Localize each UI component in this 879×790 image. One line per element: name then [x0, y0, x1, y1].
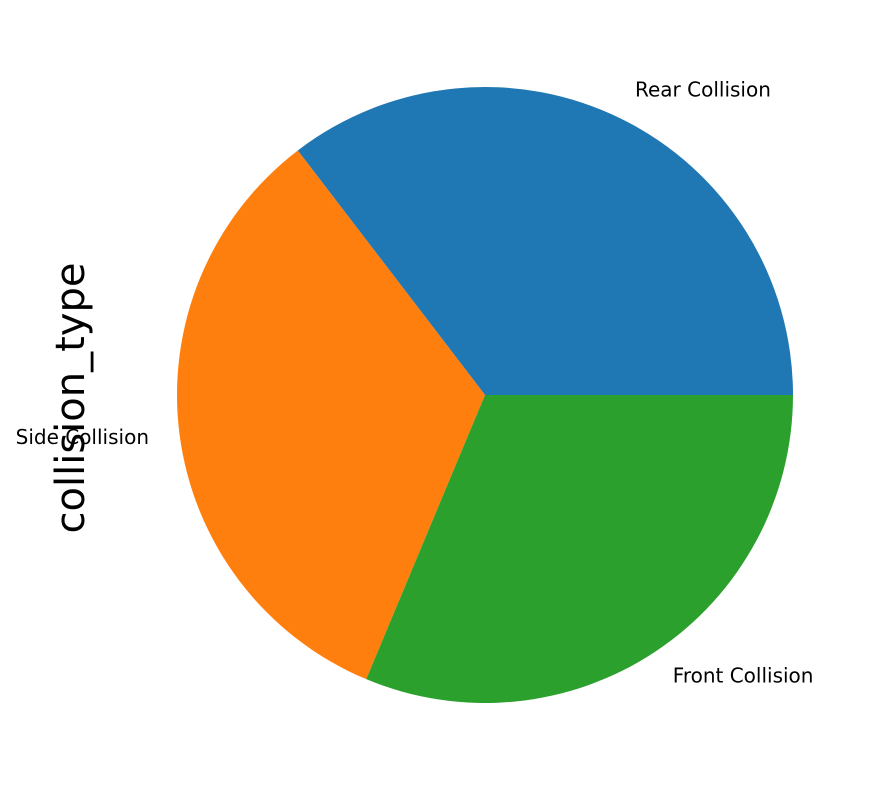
pie-slices — [177, 87, 793, 703]
pie-label-side-collision: Side Collision — [16, 425, 149, 449]
pie-label-front-collision: Front Collision — [673, 664, 814, 688]
pie-slice-front-collision — [366, 395, 793, 703]
y-axis-label: collision_type — [48, 263, 94, 534]
pie-slice-side-collision — [177, 150, 485, 680]
pie-slice-rear-collision — [297, 87, 793, 396]
pie-labels: Rear Collision Side Collision Front Collis… — [16, 78, 814, 688]
pie-label-rear-collision: Rear Collision — [635, 78, 771, 102]
